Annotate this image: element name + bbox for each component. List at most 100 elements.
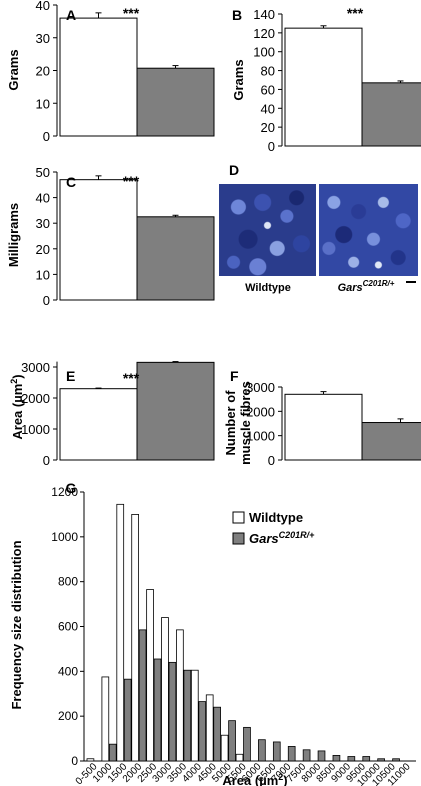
bar-gars bbox=[136, 216, 215, 301]
bar-wildtype bbox=[116, 503, 125, 762]
y-tick-label: 80 bbox=[261, 64, 275, 79]
bar-gars bbox=[347, 756, 356, 762]
legend: Wildtype GarsC201R/+ bbox=[232, 510, 315, 546]
bar-wildtype bbox=[146, 589, 154, 762]
bar-gars bbox=[302, 749, 311, 762]
significance-marker: *** bbox=[347, 5, 364, 21]
y-tick-label: 0 bbox=[43, 129, 50, 144]
bar-gars bbox=[138, 629, 147, 762]
bar-gars bbox=[136, 361, 215, 461]
panel-label: G bbox=[66, 480, 77, 496]
legend-swatch-wildtype bbox=[232, 511, 245, 524]
y-axis-label: Grams bbox=[6, 49, 21, 90]
bar-wildtype bbox=[235, 753, 244, 762]
bar-gars bbox=[287, 746, 296, 762]
bar-gars bbox=[332, 754, 341, 762]
micrograph-wildtype bbox=[219, 184, 316, 276]
bar-gars bbox=[136, 67, 215, 137]
bar-wildtype bbox=[220, 734, 229, 762]
panel-b: 0 20 40 60 80 100 120 140 B *** Grams bbox=[231, 5, 421, 154]
y-tick-label: 20 bbox=[261, 120, 275, 135]
bar-gars bbox=[392, 758, 400, 762]
bar-wildtype bbox=[284, 393, 363, 461]
y-axis-label: Area (µm2) bbox=[9, 374, 25, 439]
y-tick-label: 20 bbox=[36, 64, 50, 79]
y-tick-label: 10 bbox=[36, 267, 50, 282]
bar-gars bbox=[243, 726, 251, 762]
y-tick-label: 0 bbox=[268, 139, 275, 154]
bar-wildtype bbox=[59, 17, 138, 137]
y-tick-label: 200 bbox=[58, 709, 78, 723]
y-tick-label: 120 bbox=[253, 26, 275, 41]
panel-e: 0 1000 2000 3000 E *** Area (µm2) bbox=[9, 360, 215, 468]
bar-gars bbox=[361, 82, 421, 147]
y-tick-label: 0 bbox=[268, 453, 275, 468]
y-tick-label: 10 bbox=[36, 96, 50, 111]
y-tick-label: 1000 bbox=[21, 422, 50, 437]
bar-wildtype bbox=[59, 179, 138, 301]
bar-wildtype bbox=[284, 27, 363, 147]
panel-d-micrographs bbox=[219, 184, 418, 276]
y-axis-label: Milligrams bbox=[6, 203, 21, 267]
panel-d: D Wildtype GarsC201R/+ bbox=[229, 162, 416, 294]
bar-gars bbox=[183, 669, 192, 762]
bar-wildtype bbox=[59, 388, 138, 461]
y-tick-label: 40 bbox=[36, 191, 50, 206]
y-tick-label: 30 bbox=[36, 216, 50, 231]
panel-label: F bbox=[230, 368, 239, 384]
y-tick-label: 0 bbox=[71, 754, 78, 768]
legend-label-wildtype: Wildtype bbox=[249, 510, 303, 525]
panel-label: C bbox=[66, 174, 76, 190]
y-tick-label: 50 bbox=[36, 165, 50, 180]
y-axis-label: Frequency size distribution bbox=[9, 540, 24, 709]
significance-marker: *** bbox=[123, 173, 140, 189]
panel-label: A bbox=[66, 7, 76, 23]
bar-gars bbox=[198, 701, 207, 762]
bar-wildtype bbox=[205, 694, 214, 762]
bar-wildtype bbox=[161, 617, 169, 762]
panel-label: E bbox=[66, 368, 75, 384]
y-tick-label: 800 bbox=[58, 575, 78, 589]
y-tick-label: 1000 bbox=[51, 530, 78, 544]
panel-g: 0200400600800100012000-50010001500200025… bbox=[9, 480, 416, 786]
bar-gars bbox=[258, 739, 266, 762]
legend-label-gars: GarsC201R/+ bbox=[249, 530, 315, 546]
bar-gars bbox=[317, 750, 326, 762]
bar-wildtype bbox=[190, 669, 199, 762]
caption-wildtype: Wildtype bbox=[245, 282, 291, 294]
y-tick-label: 0 bbox=[43, 453, 50, 468]
y-tick-label: 30 bbox=[36, 31, 50, 46]
bar-wildtype bbox=[86, 758, 95, 762]
y-tick-label: 1000 bbox=[246, 429, 275, 444]
y-tick-label: 2000 bbox=[246, 404, 275, 419]
bar-gars bbox=[153, 658, 162, 762]
legend-swatch-gars bbox=[232, 532, 245, 545]
panel-label: B bbox=[232, 7, 242, 23]
significance-marker: *** bbox=[123, 5, 140, 21]
y-tick-label: 600 bbox=[58, 620, 78, 634]
bar-gars bbox=[213, 706, 221, 762]
panel-a: 0 10 20 30 40 A *** Grams bbox=[6, 0, 215, 144]
bar-gars bbox=[272, 741, 281, 762]
y-tick-label: 3000 bbox=[21, 360, 50, 375]
micrograph-gars bbox=[319, 184, 418, 276]
y-tick-label: 20 bbox=[36, 242, 50, 257]
y-tick-label: 60 bbox=[261, 82, 275, 97]
y-tick-label: 400 bbox=[58, 664, 78, 678]
bar-gars bbox=[108, 743, 117, 762]
caption-gars: GarsC201R/+ bbox=[338, 279, 395, 294]
bar-wildtype bbox=[101, 676, 110, 762]
panel-label: D bbox=[229, 162, 239, 178]
y-tick-label: 140 bbox=[253, 7, 275, 22]
bar-gars bbox=[377, 758, 385, 762]
significance-marker: *** bbox=[123, 370, 140, 386]
bar-gars bbox=[228, 720, 236, 762]
y-tick-label: 0 bbox=[43, 293, 50, 308]
y-tick-label: 1200 bbox=[51, 485, 78, 499]
bar-wildtype bbox=[131, 514, 139, 762]
y-axis-label: Grams bbox=[231, 59, 246, 100]
bar-gars bbox=[168, 661, 177, 762]
panel-c: 0 10 20 30 40 50 C *** Milligrams bbox=[6, 165, 215, 308]
